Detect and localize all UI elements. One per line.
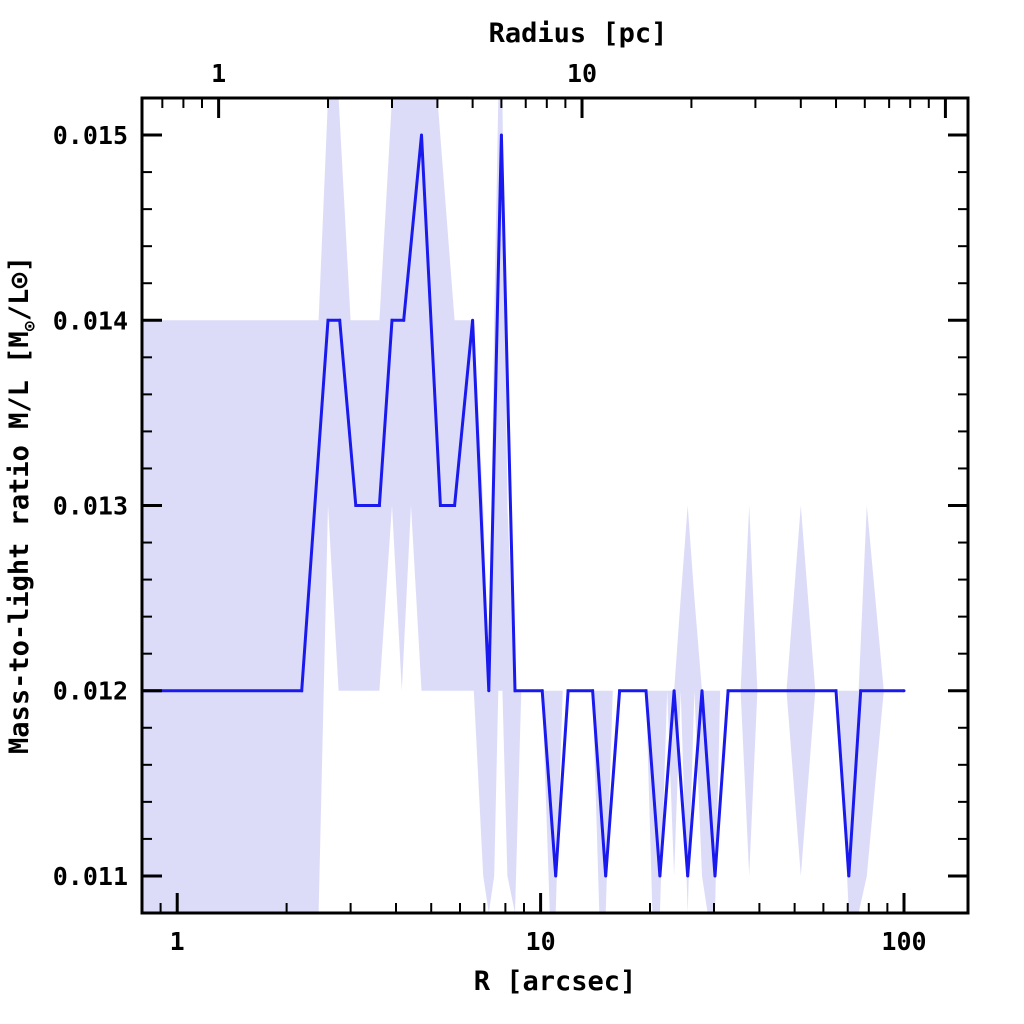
data-point: [686, 874, 690, 878]
tick-labels: 1 10 100 1 10 0.011 0.012 0.013 0.014 0.015: [53, 59, 927, 956]
data-point: [402, 318, 406, 322]
data-point: [487, 689, 491, 693]
y-tick-label: 0.011: [53, 862, 128, 891]
data-point: [700, 689, 704, 693]
data-point: [390, 318, 394, 322]
plot-frame: [140, 96, 970, 915]
data-point: [540, 689, 544, 693]
uncertainty-band: [142, 98, 904, 913]
series-line-layer: [140, 133, 906, 878]
y-tick-label: 0.012: [53, 677, 128, 706]
data-point: [644, 689, 648, 693]
top-axis-title: Radius [pc]: [489, 18, 668, 49]
data-point: [471, 318, 475, 322]
y-axis-title-tail: /L⊙]: [4, 256, 35, 321]
y-axis-title-main: Mass-to-light ratio M/L [M: [4, 331, 35, 754]
data-point: [438, 504, 442, 507]
data-point: [726, 689, 730, 693]
data-point: [618, 689, 622, 693]
data-point: [453, 504, 457, 507]
data-point: [326, 318, 330, 322]
data-point: [377, 504, 381, 507]
data-point: [554, 874, 558, 878]
data-point: [847, 874, 851, 878]
data-point: [591, 689, 595, 693]
data-point: [902, 689, 906, 693]
data-point: [499, 133, 503, 137]
x-tick-label: 1: [170, 927, 185, 956]
tick-marks: [141, 97, 968, 914]
data-point: [713, 874, 717, 878]
y-tick-label: 0.014: [53, 306, 128, 335]
x-tick-label: 100: [881, 927, 926, 956]
y-tick-label: 0.013: [53, 492, 128, 521]
data-point: [354, 504, 358, 507]
data-point: [859, 689, 863, 693]
data-point: [566, 689, 570, 693]
x-axis-title: R [arcsec]: [474, 966, 637, 997]
y-axis-title: Mass-to-light ratio M/L [M⊙/L⊙]: [4, 256, 40, 754]
y-axis-title-subscript: ⊙: [20, 320, 40, 331]
data-point: [604, 874, 608, 878]
top-tick-label: 1: [211, 59, 226, 88]
data-point: [300, 689, 304, 693]
top-tick-label: 10: [567, 59, 597, 88]
data-point: [513, 689, 517, 693]
series-line-0: [142, 134, 904, 877]
y-tick-label: 0.015: [53, 121, 128, 150]
data-point: [672, 689, 676, 693]
data-point: [658, 874, 662, 878]
data-point: [338, 318, 342, 322]
uncertainty-band-area: [142, 98, 904, 913]
data-point: [420, 133, 423, 137]
x-tick-label: 10: [526, 927, 556, 956]
data-point: [834, 689, 838, 693]
